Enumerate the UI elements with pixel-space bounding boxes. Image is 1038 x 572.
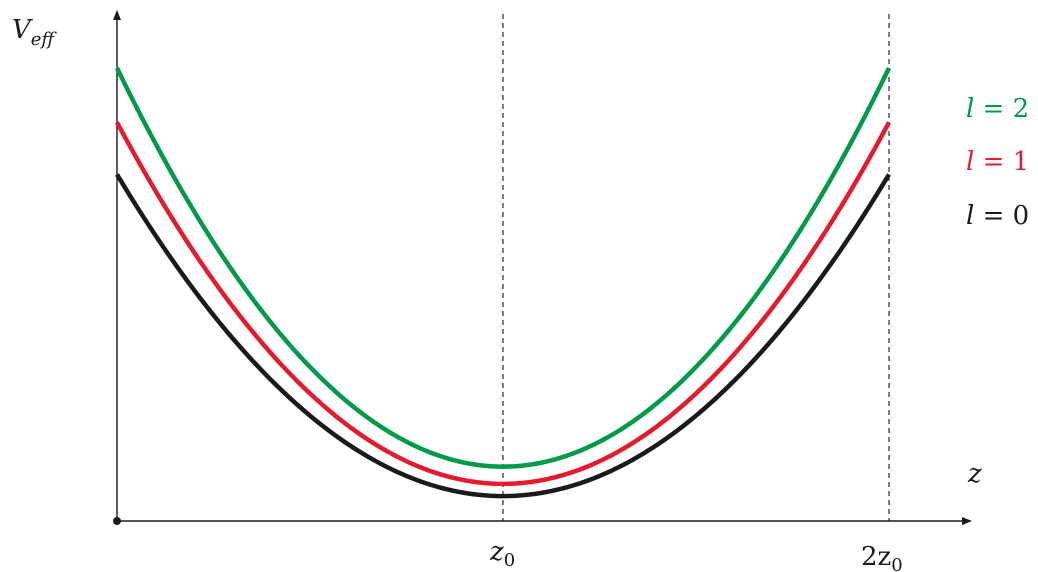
- curves-group: [114, 67, 892, 499]
- tick-label-z0: z0: [489, 537, 515, 571]
- x-axis-label: z: [967, 459, 982, 489]
- curve-l2: [114, 67, 892, 469]
- curve-l1: [115, 121, 891, 487]
- curve-l0: [115, 173, 891, 499]
- legend-label-l0: l = 0: [966, 201, 1029, 231]
- origin-dot: [113, 517, 121, 525]
- legend-label-l2: l = 2: [966, 94, 1029, 124]
- y-axis-label: Veff: [12, 15, 57, 50]
- legend-label-l1: l = 1: [966, 147, 1029, 177]
- tick-label-2z0: 2z0: [861, 542, 903, 572]
